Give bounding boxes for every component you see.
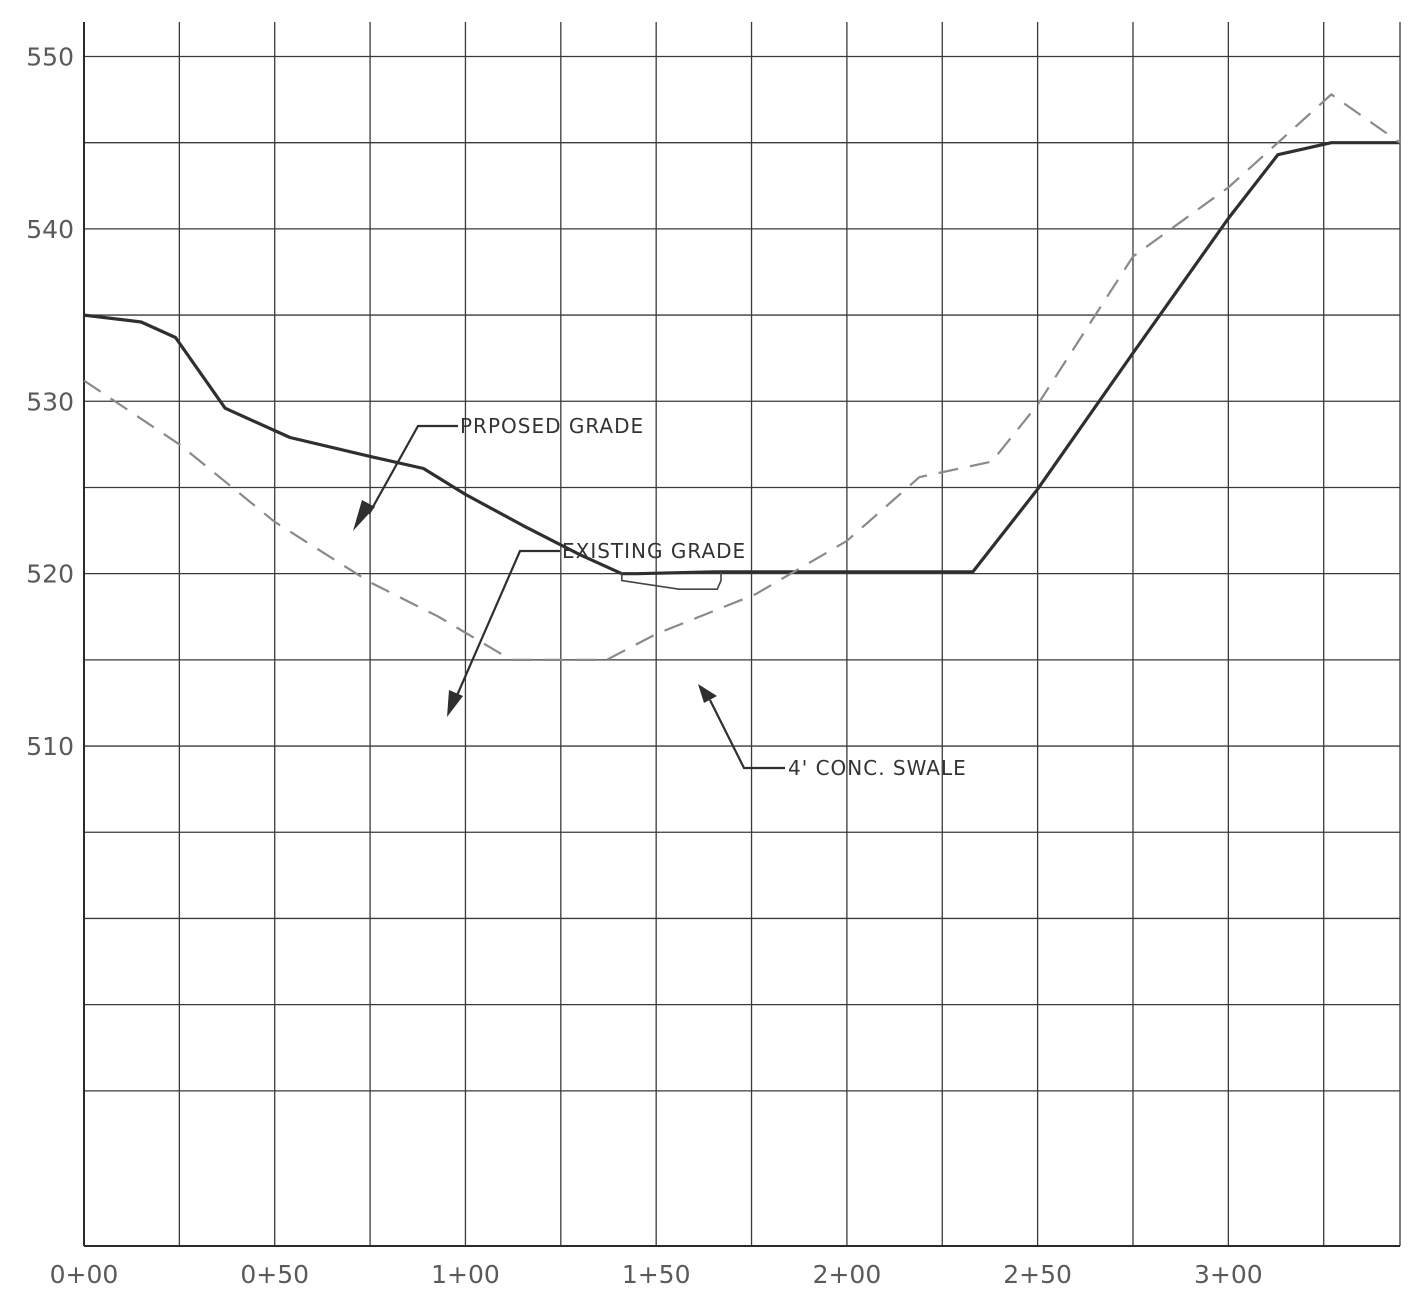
x-tick-label: 3+00 <box>1194 1260 1263 1289</box>
existing-grade-line <box>83 92 1401 662</box>
existing-grade-arrowhead <box>447 690 463 717</box>
y-tick-label: 510 <box>26 732 74 761</box>
concrete-swale-shape <box>621 571 722 590</box>
x-tick-label: 0+00 <box>50 1260 119 1289</box>
x-tick-labels: 0+00 0+50 1+00 1+50 2+00 2+50 3+00 <box>50 1260 1263 1289</box>
prposed-grade-line <box>83 141 1400 576</box>
swale-arrowhead <box>698 684 717 703</box>
x-tick-label: 1+00 <box>431 1260 500 1289</box>
x-tick-label: 1+50 <box>622 1260 691 1289</box>
vertical-gridlines <box>178 22 1401 1246</box>
existing-grade-label: EXISTING GRADE <box>562 539 746 563</box>
x-tick-label: 2+50 <box>1003 1260 1072 1289</box>
y-tick-label: 530 <box>26 387 74 416</box>
series-layer <box>83 92 1401 662</box>
existing-grade-annotation: EXISTING GRADE <box>447 539 746 717</box>
x-tick-label: 2+00 <box>813 1260 882 1289</box>
proposed-grade-annotation: PRPOSED GRADE <box>353 414 644 531</box>
swale-annotation: 4' CONC. SWALE <box>698 684 967 780</box>
concrete-swale-outline <box>621 571 722 590</box>
horizontal-gridlines <box>84 55 1400 1092</box>
y-tick-label: 540 <box>26 215 74 244</box>
y-tick-label: 520 <box>26 560 74 589</box>
proposed-grade-leader <box>368 424 458 515</box>
proposed-grade-arrowhead <box>353 500 375 531</box>
swale-label: 4' CONC. SWALE <box>788 756 967 780</box>
proposed-grade-label: PRPOSED GRADE <box>460 414 644 438</box>
swale-leader <box>709 699 785 770</box>
x-tick-label: 0+50 <box>240 1260 309 1289</box>
y-tick-labels: 550 540 530 520 510 <box>26 42 74 761</box>
y-tick-label: 550 <box>26 42 74 71</box>
existing-grade-leader <box>453 549 560 701</box>
